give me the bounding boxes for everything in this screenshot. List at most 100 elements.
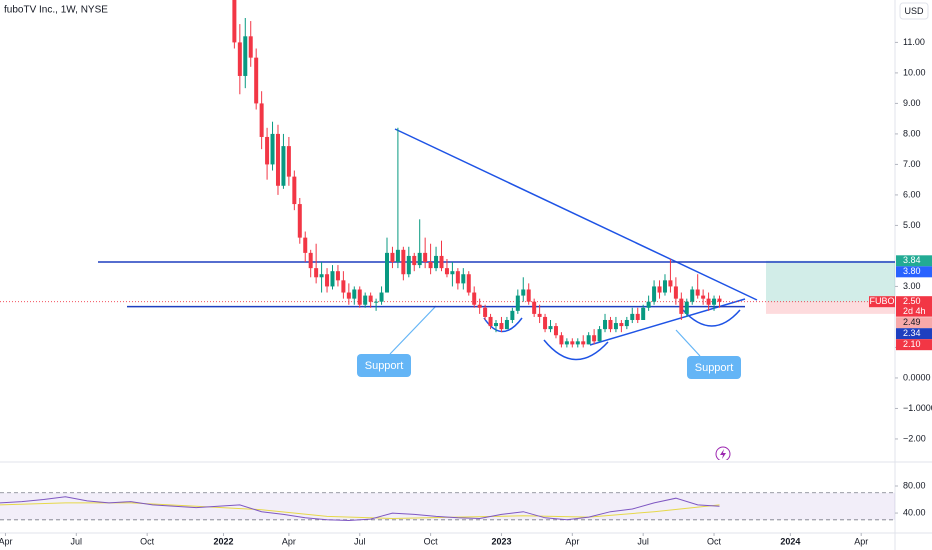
chart-title: fuboTV Inc., 1W, NYSE: [4, 5, 108, 16]
rsi-line: [0, 496, 720, 522]
candle-body: [684, 301, 689, 314]
y-tick-label: 3.00: [903, 281, 921, 291]
cup-arc: [483, 317, 523, 333]
price-badge-label: 2.49: [903, 317, 921, 327]
candle-body: [303, 237, 308, 253]
y-tick-label: 7.00: [903, 159, 921, 169]
candle-body: [401, 249, 406, 275]
currency-box[interactable]: [899, 2, 929, 20]
callout-box: [357, 354, 411, 377]
candle-body: [417, 252, 422, 266]
candle-body: [390, 252, 395, 263]
candle-body: [265, 136, 270, 165]
candle-body: [657, 286, 662, 293]
candle-body: [668, 280, 673, 287]
candle-body: [679, 298, 684, 314]
candle-body: [641, 307, 646, 320]
x-tick-label: Jul: [354, 536, 366, 546]
x-tick-label: Oct: [707, 536, 722, 546]
candle-body: [466, 274, 471, 293]
price-badge-label: 2.50: [903, 296, 921, 306]
candle-body: [543, 316, 548, 330]
candle-body: [477, 304, 482, 308]
callout-pointer: [389, 305, 437, 355]
price-badge-label: 3.80: [903, 266, 921, 276]
candle-body: [494, 323, 499, 327]
rsi-ma-line: [0, 502, 720, 520]
candle-body: [662, 280, 667, 293]
main-pane: Support Support: [0, 0, 895, 460]
x-tick-label: 2022: [213, 536, 233, 546]
candle-body: [275, 133, 280, 186]
candle-body: [570, 341, 575, 345]
candle-body: [548, 326, 553, 330]
candle-body: [450, 271, 455, 275]
x-tick-label: 2023: [491, 536, 511, 546]
candle-body: [504, 319, 509, 330]
candle-body: [613, 323, 618, 330]
y-tick-label: 11.00: [903, 37, 925, 47]
rsi-tick-label: 80.00: [903, 480, 926, 490]
candle-body: [553, 326, 558, 336]
candle-body: [412, 255, 417, 266]
candle-body: [379, 292, 384, 302]
candle-body: [673, 286, 678, 299]
candle-body: [515, 295, 520, 311]
candle-body: [352, 289, 357, 299]
candle-body: [406, 255, 411, 275]
callout-text: Support: [365, 360, 404, 372]
rsi-band: [0, 492, 895, 520]
cup-arc: [543, 339, 609, 361]
x-tick-label: Oct: [424, 536, 439, 546]
x-tick-label: 2024: [780, 536, 800, 546]
x-tick-label: Jul: [637, 536, 649, 546]
candle-body: [597, 329, 602, 342]
price-badge-label: 2.10: [903, 339, 921, 349]
candle-body: [308, 252, 313, 269]
countdown-label: 2d 4h: [903, 306, 926, 316]
y-tick-label: 10.00: [903, 67, 926, 77]
candle-body: [325, 274, 330, 287]
candle-body: [286, 146, 291, 177]
candle-body: [281, 146, 286, 186]
symbol-label: FUBO: [869, 296, 894, 306]
x-tick-label: Apr: [0, 536, 12, 546]
y-tick-label: −2.00: [903, 433, 926, 443]
candle-body: [395, 249, 400, 263]
y-tick-label: 5.00: [903, 220, 921, 230]
candle-body: [428, 262, 433, 269]
candle-body: [564, 341, 569, 345]
candle-body: [521, 289, 526, 296]
price-badge-label: 3.84: [903, 255, 921, 265]
currency: USD: [904, 6, 924, 16]
y-tick-label: 9.00: [903, 98, 921, 108]
candle-body: [319, 274, 324, 278]
candle-body: [292, 176, 297, 205]
candle-body: [357, 289, 362, 305]
candle-body: [646, 301, 651, 308]
countdown-badge: [896, 306, 932, 317]
candle-body: [368, 295, 373, 302]
candle-body: [635, 313, 640, 320]
candle-body: [384, 252, 389, 293]
candle-body: [341, 280, 346, 293]
candle-body: [695, 289, 700, 296]
cup-arc: [682, 309, 741, 327]
candle-body: [444, 268, 449, 275]
y-tick-label: 0.0000: [903, 372, 931, 382]
callout-text: Support: [695, 362, 734, 374]
candle-body: [455, 271, 460, 284]
candle-body: [483, 307, 488, 317]
candle-body: [690, 289, 695, 302]
candle-body: [603, 319, 608, 330]
candle-body: [559, 335, 564, 345]
price-badge: [896, 317, 932, 329]
price-badge: [896, 328, 932, 340]
y-tick-label: 6.00: [903, 189, 921, 199]
candle-body: [499, 323, 504, 330]
x-tick-label: Apr: [854, 536, 868, 546]
trend-line: [394, 128, 758, 301]
candle-body: [270, 133, 275, 165]
